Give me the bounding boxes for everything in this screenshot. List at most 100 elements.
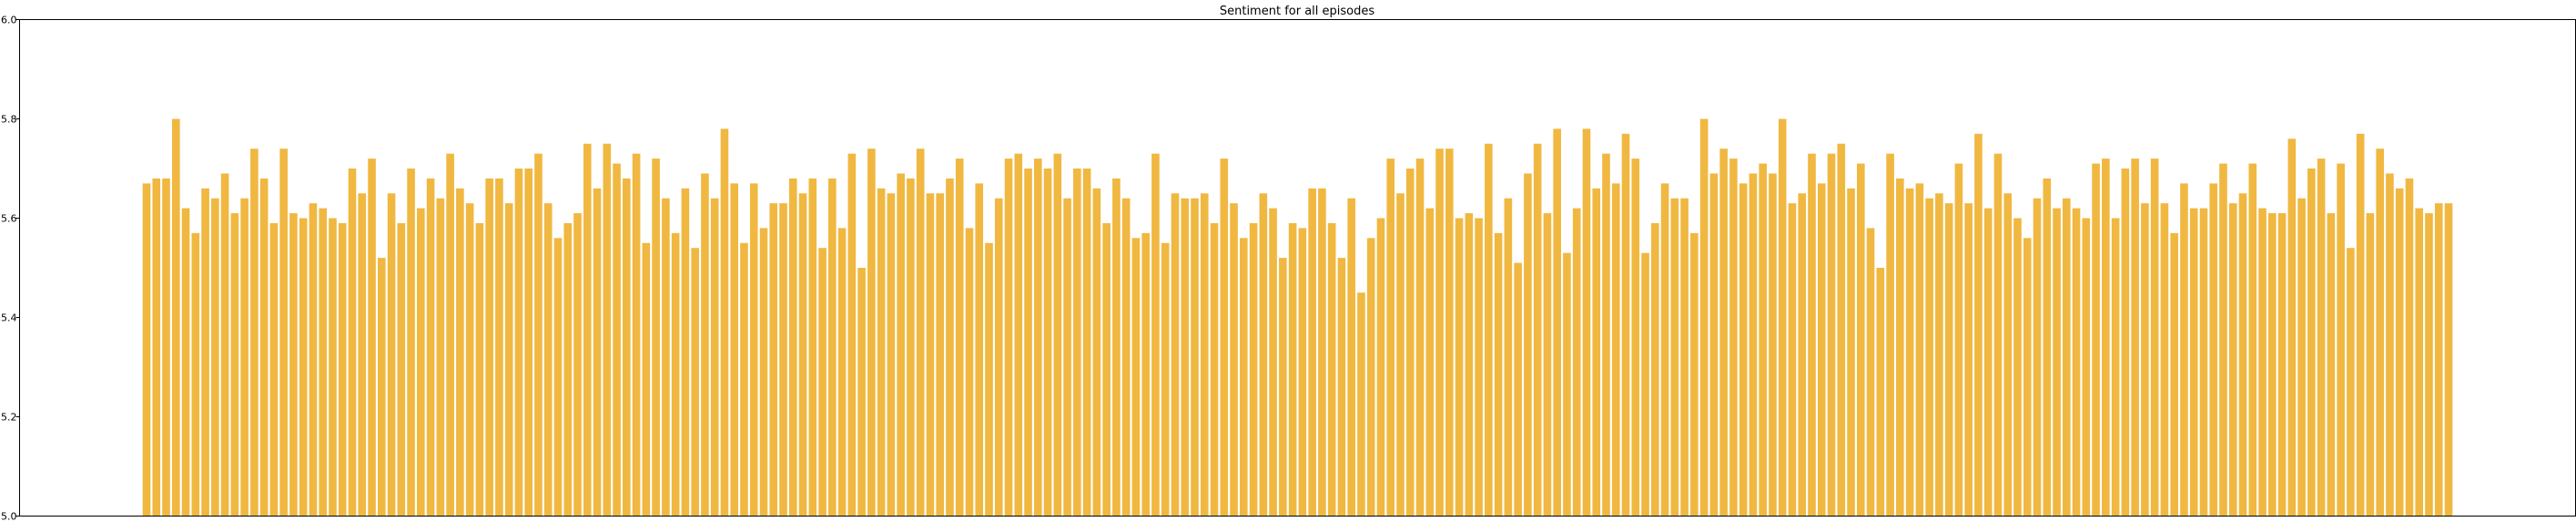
bar xyxy=(1915,183,1924,517)
bar xyxy=(485,178,493,517)
bar xyxy=(1191,198,1199,517)
bar xyxy=(456,188,464,517)
bar xyxy=(1092,188,1101,517)
y-tick-label: 5.4 xyxy=(1,312,17,324)
bar xyxy=(946,178,954,517)
bar xyxy=(319,208,328,517)
bar xyxy=(1817,183,1826,517)
bar xyxy=(1680,198,1689,517)
bar xyxy=(1749,173,1758,517)
bar xyxy=(1788,203,1797,517)
bar xyxy=(407,169,415,517)
bar xyxy=(1690,232,1699,517)
bar xyxy=(936,193,944,517)
y-tick-label: 5.8 xyxy=(1,114,17,126)
bar xyxy=(632,153,641,517)
bar xyxy=(2013,218,2022,517)
bar xyxy=(465,203,474,517)
bar xyxy=(2160,203,2169,517)
bar xyxy=(1131,238,1141,517)
bar xyxy=(2033,198,2042,517)
bar xyxy=(1337,258,1346,517)
bar xyxy=(1641,252,1649,517)
bar xyxy=(603,143,612,517)
bar xyxy=(1024,169,1032,517)
bar xyxy=(2238,193,2247,517)
bar xyxy=(1876,268,1885,517)
bar xyxy=(1709,173,1719,517)
bar xyxy=(1553,128,1561,517)
bar xyxy=(897,173,905,517)
bar xyxy=(828,178,837,517)
bar xyxy=(377,258,386,517)
bar xyxy=(818,248,827,517)
bar xyxy=(1151,153,1160,517)
bar xyxy=(1896,178,1904,517)
bar xyxy=(1847,188,1855,517)
bar xyxy=(583,143,592,517)
bar xyxy=(1082,169,1091,517)
bar xyxy=(1856,163,1865,517)
bar xyxy=(1974,133,1983,517)
bar xyxy=(2444,203,2453,517)
bar xyxy=(329,218,337,517)
bar xyxy=(965,228,974,517)
bar xyxy=(358,193,367,517)
y-tick-label: 5.0 xyxy=(1,511,17,523)
bar xyxy=(534,153,543,517)
bar xyxy=(2131,159,2139,517)
bar xyxy=(652,159,660,517)
bar xyxy=(2386,173,2394,517)
bar xyxy=(749,183,758,517)
bar xyxy=(2366,213,2375,517)
bar xyxy=(798,193,807,517)
y-tick-label: 5.2 xyxy=(1,412,17,424)
bar xyxy=(1504,198,1513,517)
bar xyxy=(259,178,269,517)
bar xyxy=(299,218,308,517)
bar xyxy=(1563,252,1571,517)
bar xyxy=(426,178,435,517)
bar xyxy=(417,208,425,517)
bar xyxy=(985,242,993,517)
bar xyxy=(573,213,582,517)
bar xyxy=(2395,188,2404,517)
bar xyxy=(397,222,406,517)
bar xyxy=(1465,213,1474,517)
bar xyxy=(220,173,229,517)
bar xyxy=(730,183,739,517)
bar xyxy=(2277,213,2287,517)
bar xyxy=(348,169,357,517)
bar xyxy=(2043,178,2052,517)
bar xyxy=(2170,232,2178,517)
bar xyxy=(1112,178,1121,517)
bar xyxy=(1308,188,1316,517)
bar xyxy=(1592,188,1601,517)
bar xyxy=(994,198,1003,517)
bar xyxy=(2219,163,2227,517)
bar xyxy=(2053,208,2061,517)
bar xyxy=(1798,193,1807,517)
bar xyxy=(2150,159,2159,517)
bar xyxy=(2287,138,2297,517)
bar xyxy=(877,188,886,517)
bar xyxy=(2111,218,2120,517)
bar xyxy=(1141,232,1150,517)
bar xyxy=(250,148,259,517)
bar xyxy=(1102,222,1111,517)
bar xyxy=(2092,163,2100,517)
bar xyxy=(495,178,503,517)
bar xyxy=(2405,178,2414,517)
bar xyxy=(1249,222,1258,517)
bar xyxy=(1739,183,1748,517)
bar xyxy=(504,203,513,517)
bar xyxy=(142,183,151,517)
bar xyxy=(2248,163,2257,517)
bar xyxy=(1161,242,1170,517)
bar xyxy=(1827,153,1836,517)
bar xyxy=(1318,188,1326,517)
bar xyxy=(1660,183,1669,517)
bar xyxy=(1621,133,1630,517)
bar xyxy=(1670,198,1679,517)
bar xyxy=(720,128,729,517)
